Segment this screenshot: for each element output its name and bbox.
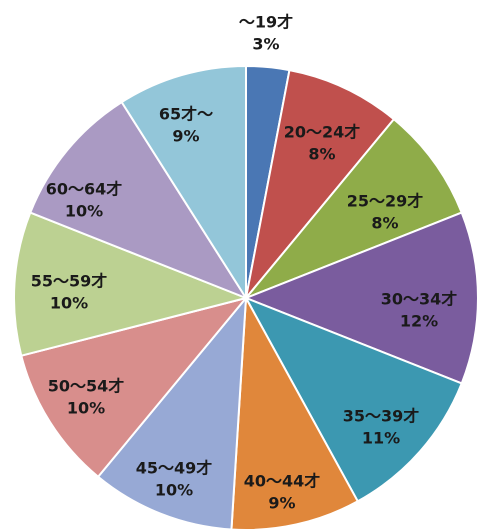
slice-value-label-7: 10% (67, 399, 105, 418)
slice-name-label-5: 40～44才 (244, 472, 321, 491)
slice-value-label-4: 11% (362, 429, 400, 448)
pie-slice-1 (245, 68, 396, 299)
slice-value-label-6: 10% (155, 481, 193, 500)
slice-value-label-8: 10% (50, 294, 88, 313)
pie-slice-8 (13, 211, 250, 357)
labels-layer: ～19才 3% 20～24才 8% 25～29才 8% 30～34才 12% 35～39才 11%… (31, 13, 458, 513)
pie-slice-4 (243, 296, 464, 503)
slice-name-label-4: 35～39才 (343, 407, 420, 426)
slice-name-label-0: ～19才 (239, 13, 293, 32)
slice-name-label-3: 30～34才 (381, 290, 458, 309)
pie-slice-9 (28, 100, 249, 301)
slice-value-label-1: 8% (308, 145, 335, 164)
slice-value-label-10: 9% (172, 127, 199, 146)
slice-name-label-10: 65才～ (159, 105, 213, 124)
pie-slice-3 (243, 211, 479, 385)
slice-name-label-9: 60～64才 (46, 180, 123, 199)
pie-slice-2 (245, 117, 464, 299)
pie-slice-10 (120, 64, 247, 302)
slice-value-label-0: 3% (252, 35, 279, 54)
slice-name-label-7: 50～54才 (48, 377, 125, 396)
pie-slice-6 (96, 294, 248, 531)
slice-name-label-6: 45～49才 (136, 459, 213, 478)
slice-value-label-9: 10% (65, 202, 103, 221)
slice-value-label-3: 12% (400, 312, 438, 331)
slice-name-label-1: 20～24才 (284, 123, 361, 142)
pie-slice-7 (20, 296, 249, 479)
pie-slice-5 (230, 294, 360, 531)
slice-name-label-2: 25～29才 (347, 192, 424, 211)
slice-name-label-8: 55～59才 (31, 272, 108, 291)
slices-layer (13, 64, 479, 531)
slice-value-label-2: 8% (371, 214, 398, 233)
slice-value-label-5: 9% (268, 494, 295, 513)
